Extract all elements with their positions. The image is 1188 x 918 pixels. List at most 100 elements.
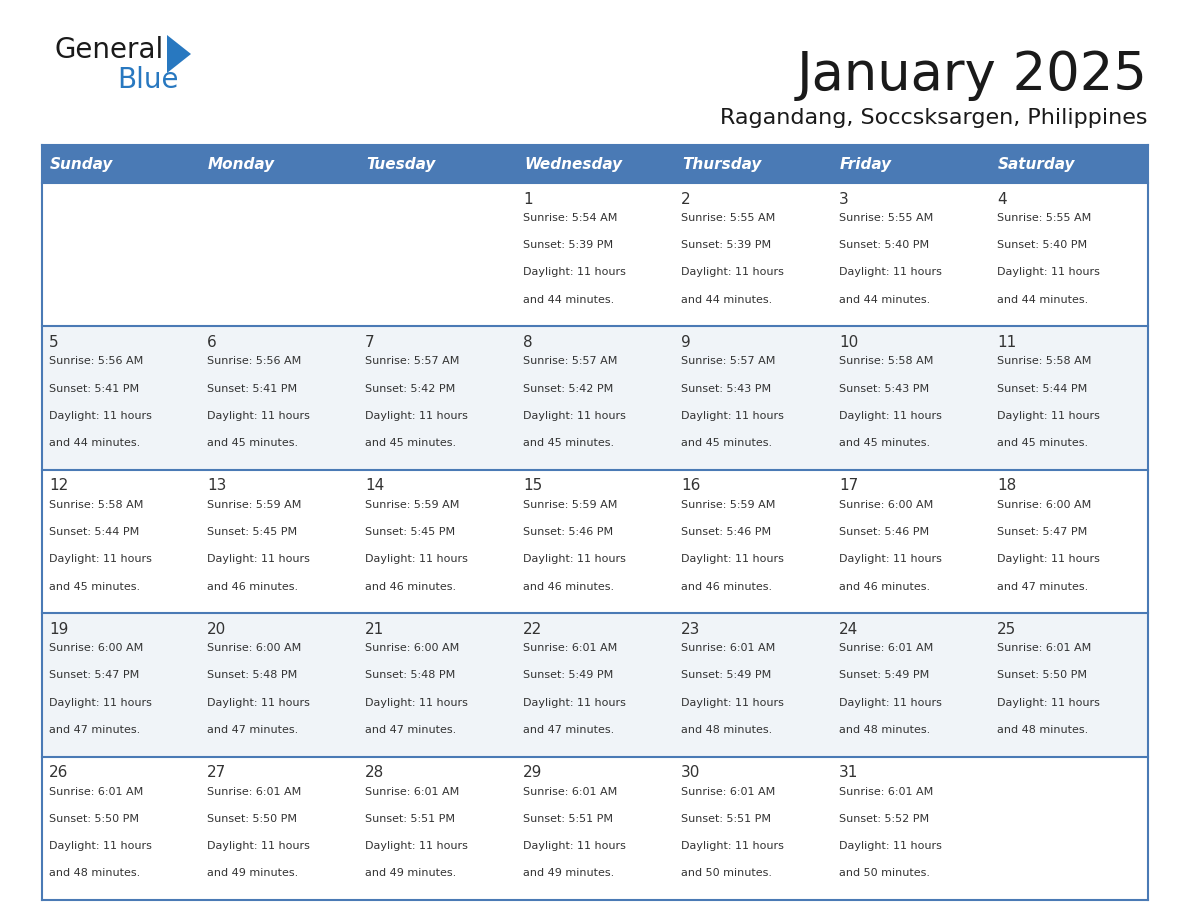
Text: Daylight: 11 hours: Daylight: 11 hours — [681, 267, 784, 277]
Bar — [674, 183, 832, 327]
Text: Sunset: 5:39 PM: Sunset: 5:39 PM — [523, 241, 613, 251]
Text: and 45 minutes.: and 45 minutes. — [839, 438, 930, 448]
Text: 5: 5 — [49, 335, 58, 350]
Bar — [200, 145, 358, 183]
Text: Sunset: 5:52 PM: Sunset: 5:52 PM — [839, 814, 929, 823]
Bar — [990, 145, 1148, 183]
Text: Sunset: 5:45 PM: Sunset: 5:45 PM — [207, 527, 297, 537]
Text: Sunset: 5:45 PM: Sunset: 5:45 PM — [365, 527, 455, 537]
Text: 13: 13 — [207, 478, 227, 493]
Text: Daylight: 11 hours: Daylight: 11 hours — [839, 267, 942, 277]
Text: Daylight: 11 hours: Daylight: 11 hours — [49, 411, 152, 420]
Text: and 44 minutes.: and 44 minutes. — [49, 438, 140, 448]
Bar — [516, 145, 674, 183]
Text: Daylight: 11 hours: Daylight: 11 hours — [365, 698, 468, 708]
Text: Sunset: 5:39 PM: Sunset: 5:39 PM — [681, 241, 771, 251]
Text: Daylight: 11 hours: Daylight: 11 hours — [365, 841, 468, 851]
Text: and 46 minutes.: and 46 minutes. — [681, 581, 772, 591]
Text: 14: 14 — [365, 478, 384, 493]
Text: Sunset: 5:46 PM: Sunset: 5:46 PM — [839, 527, 929, 537]
Bar — [358, 613, 516, 756]
Bar — [358, 470, 516, 613]
Bar — [516, 327, 674, 470]
Text: Sunrise: 5:58 AM: Sunrise: 5:58 AM — [997, 356, 1092, 366]
Text: Sunrise: 6:00 AM: Sunrise: 6:00 AM — [839, 499, 934, 509]
Text: Sunset: 5:44 PM: Sunset: 5:44 PM — [997, 384, 1087, 394]
Text: Daylight: 11 hours: Daylight: 11 hours — [997, 411, 1100, 420]
Text: Wednesday: Wednesday — [524, 156, 623, 172]
Bar — [42, 183, 200, 327]
Bar — [990, 327, 1148, 470]
Text: and 46 minutes.: and 46 minutes. — [523, 581, 614, 591]
Text: Sunrise: 6:01 AM: Sunrise: 6:01 AM — [365, 787, 460, 797]
Text: and 44 minutes.: and 44 minutes. — [523, 295, 614, 305]
Text: Sunrise: 5:57 AM: Sunrise: 5:57 AM — [681, 356, 776, 366]
Text: and 44 minutes.: and 44 minutes. — [681, 295, 772, 305]
Text: Blue: Blue — [116, 66, 178, 94]
Text: Sunset: 5:42 PM: Sunset: 5:42 PM — [365, 384, 455, 394]
Text: Sunrise: 5:59 AM: Sunrise: 5:59 AM — [207, 499, 302, 509]
Text: Sunrise: 6:00 AM: Sunrise: 6:00 AM — [49, 644, 144, 654]
Bar — [990, 183, 1148, 327]
Text: Sunrise: 6:01 AM: Sunrise: 6:01 AM — [49, 787, 144, 797]
Text: Sunset: 5:50 PM: Sunset: 5:50 PM — [207, 814, 297, 823]
Text: Sunrise: 5:56 AM: Sunrise: 5:56 AM — [207, 356, 302, 366]
Bar — [832, 613, 990, 756]
Text: Sunrise: 6:00 AM: Sunrise: 6:00 AM — [997, 499, 1092, 509]
Text: Daylight: 11 hours: Daylight: 11 hours — [839, 841, 942, 851]
Polygon shape — [168, 35, 191, 73]
Text: Sunrise: 5:58 AM: Sunrise: 5:58 AM — [839, 356, 934, 366]
Bar — [42, 470, 200, 613]
Bar — [42, 613, 200, 756]
Bar — [42, 327, 200, 470]
Bar — [674, 145, 832, 183]
Text: Daylight: 11 hours: Daylight: 11 hours — [523, 267, 626, 277]
Text: and 48 minutes.: and 48 minutes. — [681, 725, 772, 735]
Bar — [358, 327, 516, 470]
Text: Sunset: 5:48 PM: Sunset: 5:48 PM — [207, 670, 297, 680]
Text: and 45 minutes.: and 45 minutes. — [523, 438, 614, 448]
Bar — [832, 183, 990, 327]
Text: Sunset: 5:43 PM: Sunset: 5:43 PM — [681, 384, 771, 394]
Text: Sunset: 5:40 PM: Sunset: 5:40 PM — [997, 241, 1087, 251]
Text: Daylight: 11 hours: Daylight: 11 hours — [49, 698, 152, 708]
Text: and 46 minutes.: and 46 minutes. — [365, 581, 456, 591]
Text: 7: 7 — [365, 335, 374, 350]
Text: and 47 minutes.: and 47 minutes. — [365, 725, 456, 735]
Text: and 49 minutes.: and 49 minutes. — [365, 868, 456, 879]
Text: and 44 minutes.: and 44 minutes. — [997, 295, 1088, 305]
Text: 20: 20 — [207, 621, 226, 637]
Text: 31: 31 — [839, 765, 859, 780]
Text: Sunset: 5:41 PM: Sunset: 5:41 PM — [49, 384, 139, 394]
Text: Daylight: 11 hours: Daylight: 11 hours — [997, 554, 1100, 565]
Text: Daylight: 11 hours: Daylight: 11 hours — [997, 267, 1100, 277]
Text: Sunset: 5:49 PM: Sunset: 5:49 PM — [839, 670, 929, 680]
Text: and 47 minutes.: and 47 minutes. — [49, 725, 140, 735]
Text: and 47 minutes.: and 47 minutes. — [523, 725, 614, 735]
Text: Daylight: 11 hours: Daylight: 11 hours — [207, 554, 310, 565]
Text: Monday: Monday — [208, 156, 276, 172]
Text: Daylight: 11 hours: Daylight: 11 hours — [681, 411, 784, 420]
Text: Sunrise: 6:00 AM: Sunrise: 6:00 AM — [207, 644, 302, 654]
Text: and 44 minutes.: and 44 minutes. — [839, 295, 930, 305]
Text: Daylight: 11 hours: Daylight: 11 hours — [365, 411, 468, 420]
Text: 1: 1 — [523, 192, 532, 207]
Text: 22: 22 — [523, 621, 542, 637]
Text: 6: 6 — [207, 335, 216, 350]
Text: Sunset: 5:46 PM: Sunset: 5:46 PM — [681, 527, 771, 537]
Text: and 47 minutes.: and 47 minutes. — [997, 581, 1088, 591]
Text: and 45 minutes.: and 45 minutes. — [207, 438, 298, 448]
Text: and 48 minutes.: and 48 minutes. — [839, 725, 930, 735]
Text: Sunrise: 5:59 AM: Sunrise: 5:59 AM — [681, 499, 776, 509]
Bar — [200, 327, 358, 470]
Text: Friday: Friday — [840, 156, 892, 172]
Text: Daylight: 11 hours: Daylight: 11 hours — [207, 698, 310, 708]
Text: 9: 9 — [681, 335, 690, 350]
Text: 27: 27 — [207, 765, 226, 780]
Text: Daylight: 11 hours: Daylight: 11 hours — [207, 841, 310, 851]
Text: 19: 19 — [49, 621, 69, 637]
Text: and 45 minutes.: and 45 minutes. — [681, 438, 772, 448]
Text: Sunset: 5:46 PM: Sunset: 5:46 PM — [523, 527, 613, 537]
Bar — [832, 327, 990, 470]
Text: Sunrise: 6:01 AM: Sunrise: 6:01 AM — [681, 787, 776, 797]
